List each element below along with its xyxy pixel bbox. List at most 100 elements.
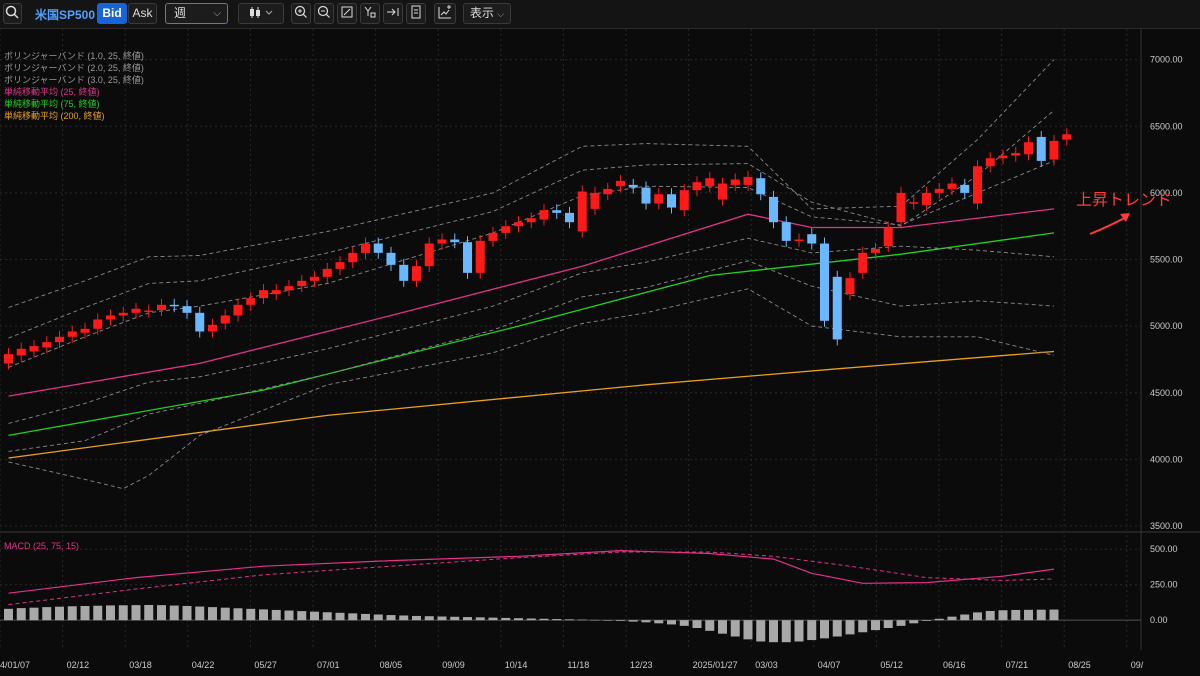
candle-body: [845, 278, 855, 295]
candle-body: [348, 252, 358, 263]
candle-body: [756, 178, 766, 195]
candle-body: [412, 266, 421, 281]
candle-body: [195, 312, 205, 332]
candle-body: [55, 336, 64, 343]
candle-body: [679, 190, 689, 211]
macd-histogram-bar: [781, 620, 791, 643]
candle-body: [93, 319, 103, 329]
macd-histogram-bar: [603, 620, 613, 621]
candle-body: [947, 183, 957, 189]
candle-body: [998, 155, 1008, 159]
macd-histogram-bar: [577, 619, 587, 621]
zoom-out-button[interactable]: [314, 3, 334, 24]
macd-histogram-bar: [909, 620, 919, 624]
display-menu-button[interactable]: 表示 ⌵: [463, 3, 511, 24]
symbol-label[interactable]: 米国SP500: [35, 8, 96, 22]
candle-body: [208, 324, 217, 332]
candle-body: [488, 232, 498, 241]
trend-arrow-head-icon: [1120, 213, 1130, 222]
x-tick-label: 06/16: [943, 660, 966, 670]
candle-body: [781, 222, 791, 241]
legend-bb2: ボリンジャーバンド (2.0, 25, 終値): [4, 63, 144, 73]
macd-histogram-bar: [985, 610, 995, 621]
candle-body: [934, 188, 944, 193]
macd-histogram-bar: [679, 620, 689, 626]
macd-histogram-bar: [488, 617, 498, 621]
candle-body: [233, 304, 243, 316]
candle-body: [437, 239, 447, 244]
candle-body: [985, 158, 995, 167]
macd-histogram-bar: [628, 620, 638, 622]
candle-body: [386, 252, 396, 265]
y-axis-icon: [364, 6, 376, 18]
x-tick-label: 12/23: [630, 660, 653, 670]
fit-button[interactable]: [337, 3, 357, 24]
macd-histogram-bar: [1049, 609, 1059, 621]
candle-body: [705, 178, 715, 187]
add-indicator-icon: [438, 5, 451, 19]
legend-bb3: ボリンジャーバンド (3.0, 25, 終値): [4, 75, 144, 85]
price-tick-label: 4500.00: [1150, 388, 1183, 398]
macd-histogram-bar: [654, 620, 664, 624]
jump-latest-button[interactable]: [383, 3, 403, 24]
toolbar: 米国SP500 Bid Ask 週 ⌵ 表示 ⌵: [0, 0, 1200, 29]
price-panel-bg: [0, 29, 1141, 530]
period-select[interactable]: 週 ⌵: [165, 3, 228, 24]
candle-body: [118, 312, 128, 316]
x-tick-label: 11/18: [567, 660, 589, 670]
x-tick-label: 09/09: [442, 660, 465, 670]
candle-body: [730, 179, 740, 185]
macd-histogram-bar: [246, 608, 256, 621]
notes-button[interactable]: [406, 3, 426, 24]
macd-histogram-bar: [16, 608, 26, 621]
macd-histogram-bar: [820, 620, 829, 639]
macd-histogram-bar: [437, 616, 447, 621]
candle-body: [501, 226, 511, 233]
macd-histogram-bar: [475, 617, 485, 621]
macd-histogram-bar: [29, 607, 39, 621]
indicator-button[interactable]: [434, 3, 456, 24]
search-button[interactable]: [3, 3, 22, 24]
macd-tick-label: 500.00: [1150, 544, 1178, 554]
price-tick-label: 6500.00: [1150, 121, 1183, 131]
candle-body: [616, 180, 625, 187]
x-tick-label: 05/27: [254, 660, 277, 670]
x-tick-label: 08/05: [380, 660, 403, 670]
macd-histogram-bar: [271, 609, 281, 621]
macd-histogram-bar: [157, 605, 166, 621]
macd-histogram-bar: [42, 607, 52, 621]
candle-body: [858, 252, 868, 273]
macd-histogram-bar: [131, 605, 141, 621]
candle-body: [832, 276, 842, 340]
candle-body: [361, 243, 370, 253]
macd-histogram-bar: [220, 607, 230, 621]
y-axis-button[interactable]: [360, 3, 380, 24]
macd-histogram-bar: [1011, 609, 1021, 621]
macd-histogram-bar: [348, 613, 358, 621]
price-tick-label: 5000.00: [1150, 321, 1183, 331]
series-line-bb_lower_2: [8, 260, 1055, 452]
candle-body: [157, 304, 166, 311]
ask-button[interactable]: Ask: [128, 3, 157, 24]
x-tick-label: 04/07: [818, 660, 841, 670]
macd-histogram-bar: [93, 605, 103, 621]
bid-button[interactable]: Bid: [97, 3, 127, 24]
chart-type-select[interactable]: [238, 3, 284, 24]
macd-histogram-bar: [794, 620, 804, 642]
zoom-in-button[interactable]: [291, 3, 311, 24]
x-tick-label: 2025/01/27: [693, 660, 738, 670]
macd-histogram-bar: [361, 613, 370, 621]
candle-body: [641, 187, 651, 204]
macd-histogram-bar: [80, 605, 90, 621]
price-tick-label: 4000.00: [1150, 454, 1183, 464]
candle-body: [820, 243, 829, 321]
macd-signal-line: [8, 551, 1055, 606]
candle-body: [322, 268, 332, 277]
chevron-down-icon: ⌵: [497, 9, 505, 19]
macd-histogram-bar: [195, 606, 205, 621]
candle-body: [628, 184, 638, 188]
arrow-right-bar-icon: [387, 8, 399, 16]
macd-histogram-bar: [297, 611, 307, 621]
x-tick-label: 09/: [1131, 660, 1144, 670]
